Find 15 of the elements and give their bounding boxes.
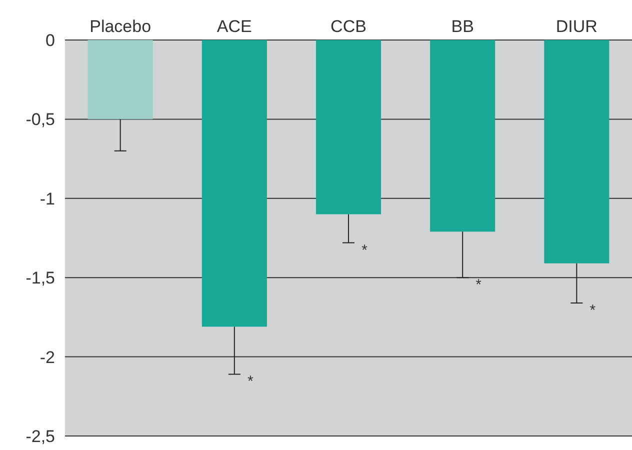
x-tick-label: BB bbox=[451, 17, 474, 36]
y-tick-label: -1,5 bbox=[26, 268, 55, 288]
x-tick-label: ACE bbox=[216, 17, 252, 36]
y-tick-label: 0 bbox=[46, 30, 55, 50]
y-tick-label: -2 bbox=[40, 348, 55, 367]
x-tick-label: Placebo bbox=[90, 17, 152, 36]
annotation: * bbox=[476, 276, 482, 294]
y-tick-label: -2,5 bbox=[26, 426, 55, 446]
y-tick-label: -1 bbox=[40, 189, 55, 208]
x-tick-label: CCB bbox=[330, 17, 366, 36]
annotation: * bbox=[247, 373, 254, 390]
y-tick-label: -0,5 bbox=[26, 110, 55, 130]
annotation: * bbox=[590, 302, 596, 319]
x-tick-label: DIUR bbox=[556, 17, 598, 36]
annotation: * bbox=[362, 242, 368, 259]
